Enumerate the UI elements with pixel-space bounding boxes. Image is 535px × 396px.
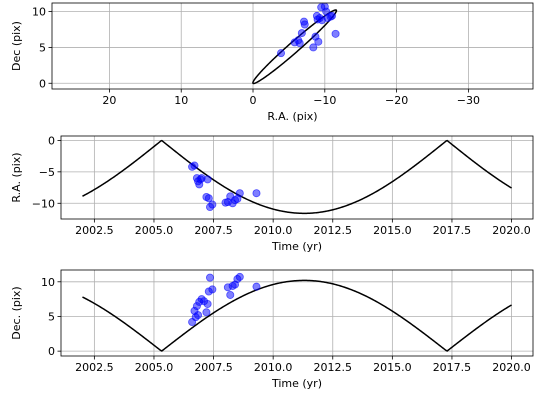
data-point <box>208 200 217 209</box>
model-curve <box>82 279 512 352</box>
y-axis-label: Dec. (pix) <box>10 286 23 339</box>
data-point <box>200 297 209 306</box>
x-tick-label: 2005.0 <box>135 224 174 237</box>
y-tick-label: 0 <box>48 134 55 147</box>
x-tick-label: 2010.0 <box>254 361 293 374</box>
y-tick-label: 10 <box>32 6 46 19</box>
x-tick-label: −10 <box>313 94 336 107</box>
axes-frame <box>60 269 534 357</box>
data-point <box>226 290 235 299</box>
x-tick-label: 0 <box>250 94 257 107</box>
x-tick-label: 2012.5 <box>314 224 353 237</box>
x-axis-label: Time (yr) <box>271 377 322 390</box>
data-point <box>235 189 244 198</box>
data-point <box>202 308 211 317</box>
y-tick-label: 5 <box>48 310 55 323</box>
axes-frame <box>60 135 534 220</box>
data-point <box>252 189 261 198</box>
data-point <box>252 282 261 291</box>
data-point <box>190 161 199 170</box>
x-tick-label: 2005.0 <box>135 361 174 374</box>
data-point <box>191 313 200 322</box>
y-axis-label: Dec (pix) <box>10 21 23 71</box>
panel-ra-time: 2002.5 2005.0 2007.5 2010.0 2012.5 2015.0 2017… <box>10 134 534 253</box>
data-point <box>277 49 286 58</box>
x-tick-label: 2015.0 <box>373 361 412 374</box>
x-tick-label: 2020.0 <box>492 224 531 237</box>
data-point <box>295 39 304 48</box>
data-point <box>221 198 230 207</box>
x-tick-label: 2007.5 <box>194 361 233 374</box>
x-tick-label: 10 <box>174 94 188 107</box>
data-point <box>235 272 244 281</box>
data-point <box>204 194 213 203</box>
y-tick-label: −10 <box>32 197 55 210</box>
panel-ra-dec: 20 10 0 −10 −20 −30 0 5 10 R.A. (pix) Dec (pix) <box>10 2 534 123</box>
y-tick-label: 0 <box>39 77 46 90</box>
data-point <box>327 11 336 20</box>
data-point <box>297 29 306 38</box>
panel-dec-time: 2002.5 2005.0 2007.5 2010.0 2012.5 2015.0 2017… <box>10 269 534 390</box>
x-axis-label: Time (yr) <box>271 240 322 253</box>
x-tick-label: 2007.5 <box>194 224 233 237</box>
model-curve <box>82 139 512 215</box>
data-point <box>205 273 214 282</box>
data-point <box>208 285 217 294</box>
data-point <box>309 43 318 52</box>
x-tick-label: 2015.0 <box>373 224 412 237</box>
data-point <box>300 20 309 29</box>
x-tick-label: −20 <box>385 94 408 107</box>
x-axis-label: R.A. (pix) <box>267 110 317 123</box>
x-tick-label: 2017.5 <box>433 361 472 374</box>
data-point <box>331 29 340 38</box>
x-tick-label: 2002.5 <box>75 361 114 374</box>
x-tick-label: 2010.0 <box>254 224 293 237</box>
y-tick-label: −5 <box>39 166 55 179</box>
x-tick-label: 2002.5 <box>75 224 114 237</box>
x-tick-label: 2012.5 <box>314 361 353 374</box>
x-tick-label: 2020.0 <box>492 361 531 374</box>
y-tick-label: 0 <box>48 345 55 358</box>
axes-frame <box>51 2 534 90</box>
data-point <box>197 174 206 183</box>
y-tick-label: 10 <box>41 276 55 289</box>
y-axis-label: R.A. (pix) <box>10 152 23 202</box>
x-tick-label: 20 <box>102 94 116 107</box>
x-tick-label: −30 <box>457 94 480 107</box>
data-point <box>311 32 320 41</box>
x-tick-label: 2017.5 <box>433 224 472 237</box>
y-tick-label: 5 <box>39 41 46 54</box>
model-curve <box>252 9 338 85</box>
